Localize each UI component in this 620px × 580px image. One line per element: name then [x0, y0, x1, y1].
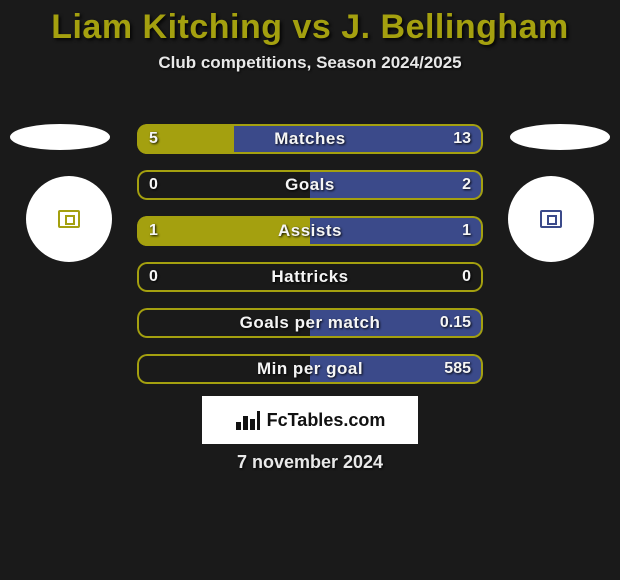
bar-label: Goals per match — [137, 308, 483, 338]
player-left-ellipse — [10, 124, 110, 150]
image-placeholder-icon — [58, 210, 80, 228]
player-right-ellipse — [510, 124, 610, 150]
bar-row: 11Assists — [137, 216, 483, 246]
bar-row: 513Matches — [137, 124, 483, 154]
bars-icon — [235, 409, 261, 431]
page-title: Liam Kitching vs J. Bellingham — [0, 0, 620, 47]
bar-row: 0.15Goals per match — [137, 308, 483, 338]
attribution-text: FcTables.com — [267, 410, 386, 431]
bar-label: Assists — [137, 216, 483, 246]
bar-label: Min per goal — [137, 354, 483, 384]
comparison-bars: 513Matches 02Goals 11Assists 00Hattricks 0.1… — [137, 124, 483, 400]
attribution-badge: FcTables.com — [202, 396, 418, 444]
bar-label: Hattricks — [137, 262, 483, 292]
image-placeholder-icon — [540, 210, 562, 228]
bar-label: Goals — [137, 170, 483, 200]
bar-row: 00Hattricks — [137, 262, 483, 292]
bar-row: 02Goals — [137, 170, 483, 200]
bar-row: 585Min per goal — [137, 354, 483, 384]
bar-label: Matches — [137, 124, 483, 154]
player-right-badge — [508, 176, 594, 262]
player-left-badge — [26, 176, 112, 262]
subtitle: Club competitions, Season 2024/2025 — [0, 53, 620, 73]
date-text: 7 november 2024 — [0, 452, 620, 473]
